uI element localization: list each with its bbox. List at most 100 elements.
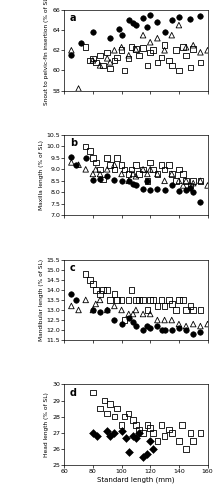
Point (180, 420, 183, 428)
Point (149, 11, 152, 19)
Point (91, 170, 95, 178)
Point (192, 179, 195, 187)
Point (77, 160, 80, 168)
Point (108, 160, 112, 168)
Point (141, 31, 145, 39)
Point (184, 177, 188, 185)
Point (127, 410, 130, 418)
Point (181, 182, 185, 190)
Point (170, 170, 173, 178)
Point (134, 182, 138, 190)
Y-axis label: Maxilla length (% of SL): Maxilla length (% of SL) (39, 140, 44, 210)
Point (177, 296, 181, 304)
Text: c: c (70, 263, 76, 273)
Text: d: d (70, 388, 77, 398)
Y-axis label: Head length (% of SL): Head length (% of SL) (44, 392, 49, 457)
Point (192, 41, 195, 49)
Point (184, 306, 188, 314)
Point (177, 13, 181, 21)
Point (199, 322, 202, 330)
Point (101, 286, 105, 294)
Point (181, 43, 185, 51)
Point (206, 46, 209, 54)
Point (137, 296, 140, 304)
Point (127, 296, 130, 304)
Point (113, 290, 116, 298)
Point (84, 166, 88, 173)
Point (137, 429, 140, 437)
Point (151, 296, 155, 304)
Point (106, 54, 109, 62)
Point (149, 166, 152, 173)
Point (177, 320, 181, 328)
Point (106, 172, 109, 180)
Point (156, 322, 159, 330)
Point (134, 46, 138, 54)
Point (177, 166, 181, 173)
Point (149, 310, 152, 318)
Point (116, 154, 119, 162)
Point (116, 296, 119, 304)
Point (91, 429, 95, 437)
Point (134, 420, 138, 428)
Point (117, 25, 120, 33)
Point (167, 296, 171, 304)
Point (156, 58, 159, 66)
Y-axis label: Snout to pelvic-fin insertion (% of SL): Snout to pelvic-fin insertion (% of SL) (44, 0, 49, 105)
Point (91, 306, 95, 314)
Point (88, 276, 92, 284)
Point (141, 453, 145, 461)
Point (189, 429, 192, 437)
Point (184, 43, 188, 51)
Point (146, 177, 149, 185)
Point (113, 166, 116, 173)
Point (137, 170, 140, 178)
Point (120, 320, 123, 328)
Point (113, 302, 116, 310)
Point (130, 166, 133, 173)
Point (70, 152, 73, 160)
Point (80, 39, 83, 47)
Point (91, 154, 95, 162)
Point (120, 31, 123, 39)
Point (199, 429, 202, 437)
Point (95, 432, 99, 440)
Point (160, 326, 163, 334)
Point (101, 62, 105, 70)
Point (131, 180, 135, 188)
Point (127, 54, 130, 62)
Point (108, 64, 112, 72)
Point (141, 166, 145, 173)
Point (184, 445, 188, 453)
Point (84, 154, 88, 162)
Point (131, 432, 135, 440)
Point (113, 56, 116, 64)
Point (94, 286, 97, 294)
Point (163, 432, 166, 440)
Point (146, 450, 149, 458)
Point (167, 56, 171, 64)
Point (170, 326, 173, 334)
Point (192, 320, 195, 328)
Point (134, 172, 138, 180)
Point (113, 412, 116, 420)
Point (189, 64, 192, 72)
Point (91, 56, 95, 64)
Point (141, 296, 145, 304)
Point (70, 52, 73, 60)
Point (127, 314, 130, 322)
Point (156, 34, 159, 42)
Point (108, 58, 112, 66)
Point (130, 286, 133, 294)
Point (141, 44, 145, 52)
Point (134, 434, 138, 442)
Point (120, 296, 123, 304)
Point (106, 410, 109, 418)
Point (177, 437, 181, 445)
Point (181, 170, 185, 178)
Point (170, 31, 173, 39)
Point (123, 66, 126, 74)
Point (120, 427, 123, 435)
Point (149, 324, 152, 332)
Point (160, 420, 163, 428)
